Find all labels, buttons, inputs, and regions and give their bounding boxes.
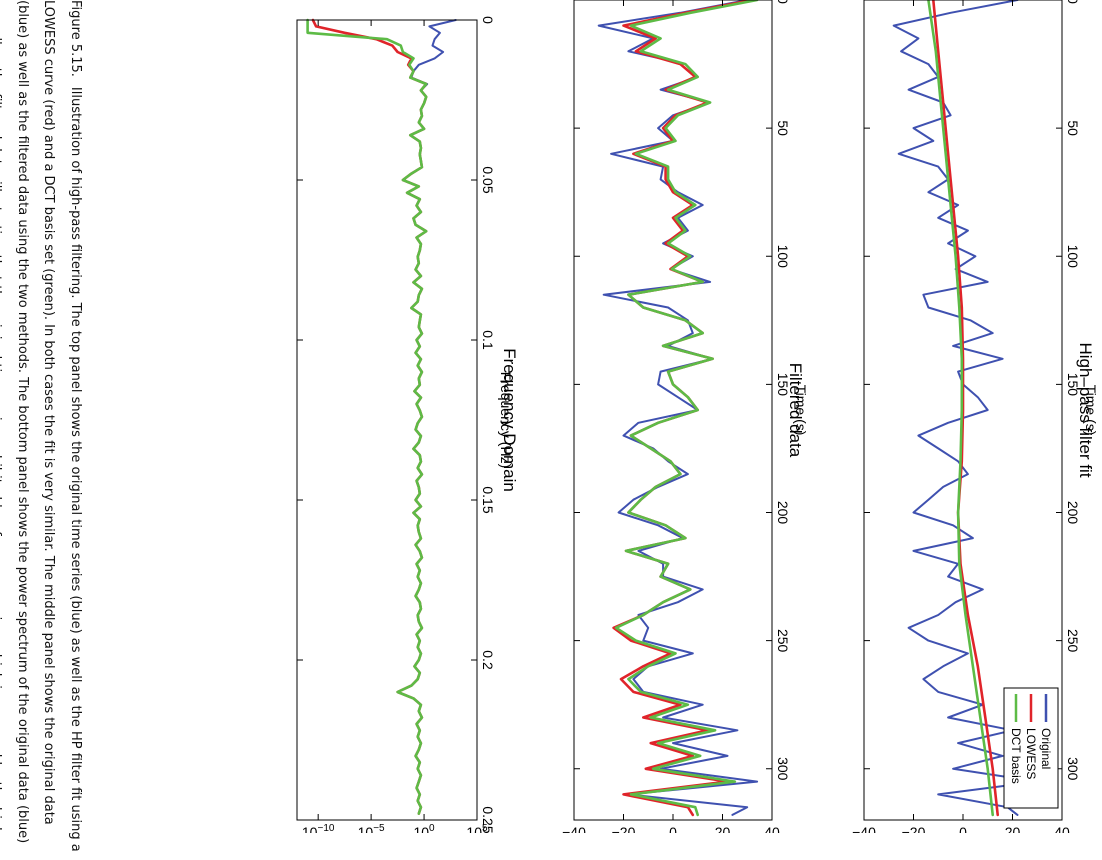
series-lowess-line [311,18,428,815]
x-tick-label: 50 [1065,120,1081,136]
x-tick-label: 50 [775,120,791,136]
y-tick-label-base: 10 [413,824,429,833]
y-tick-label: 20 [1005,824,1021,833]
series-original-line [892,0,1039,816]
y-tick-label: 105 [466,823,488,833]
y-tick-label-exponent: 5 [482,823,488,833]
figure-caption: Figure 5.15.Illustration of high-pass fi… [0,0,88,860]
legend-label: LOWESS [1024,728,1038,779]
plot-frame [573,0,773,821]
y-tick-label-exponent: −5 [373,823,385,833]
x-tick-label: 150 [775,373,791,397]
panel-top-title: High–pass filter fit [1076,342,1095,477]
y-tick-label: 20 [715,824,731,833]
figure-caption-text: Illustration of high-pass filtering. The… [0,0,83,852]
y-tick-label: 10−5 [358,823,385,833]
y-tick-label: −40 [852,824,876,833]
series-lowess-line [612,0,754,817]
series-dct-basis-line [306,18,428,815]
x-tick-label: 250 [775,629,791,653]
series-dct-basis-line [614,0,759,817]
y-tick-label: 40 [764,824,780,833]
x-tick-label: 150 [1065,373,1081,397]
x-tick-label: 250 [1065,629,1081,653]
y-tick-label: 40 [1054,824,1070,833]
legend-box [1003,687,1059,809]
x-tick-label: 0.2 [480,650,496,670]
x-tick-label: 100 [1065,245,1081,269]
x-tick-label: 0 [1065,0,1081,4]
y-tick-label-exponent: 0 [429,823,435,833]
x-tick-label: 0.25 [480,806,496,833]
plot-frame [296,19,478,821]
x-tick-label: 0.05 [480,166,496,193]
y-tick-label: 0 [669,824,677,833]
x-axis-label: Frequency (Hz) [498,372,514,468]
figure-svg: High–pass filter fit050100150200250300Ti… [296,0,1099,833]
panel-middle-title: Filtered data [786,363,805,458]
y-tick-label-base: 10 [302,824,318,833]
y-tick-label: 0 [959,824,967,833]
x-tick-label: 300 [1065,757,1081,781]
panel-bottom: Frequency Domain 0 0.05 0.1 0.15 0.2 0.25 Frequ… [296,16,519,833]
y-tick-label: −20 [612,824,636,833]
y-tick-label: −20 [902,824,926,833]
x-tick-label: 200 [1065,501,1081,525]
x-tick-label: 300 [775,757,791,781]
x-axis-label: Time (s) [1083,385,1099,436]
x-tick-label: 0 [775,0,791,4]
y-tick-label-base: 10 [466,824,482,833]
legend-label: DCT basis [1009,728,1023,784]
x-tick-label: 0.1 [480,330,496,350]
y-tick-label: −40 [562,824,586,833]
x-tick-label: 0.15 [480,486,496,513]
series-dct-basis-line [927,0,994,817]
x-tick-label: 200 [775,501,791,525]
y-tick-label-exponent: −10 [317,823,334,833]
y-tick-label: 10−10 [302,823,335,833]
y-tick-label-base: 10 [358,824,374,833]
x-axis-label: Time (s) [793,385,809,436]
y-tick-label: 100 [413,823,435,833]
x-tick-label: 100 [775,245,791,269]
panel-bottom-title: Frequency Domain [500,348,519,492]
figure-caption-label: Figure 5.15. [68,0,83,77]
panel-top: High–pass filter fit050100150200250300Ti… [852,0,1099,833]
x-tick-label: 0 [480,16,496,24]
legend-label: Original [1039,728,1053,769]
series-original-line [597,0,759,816]
